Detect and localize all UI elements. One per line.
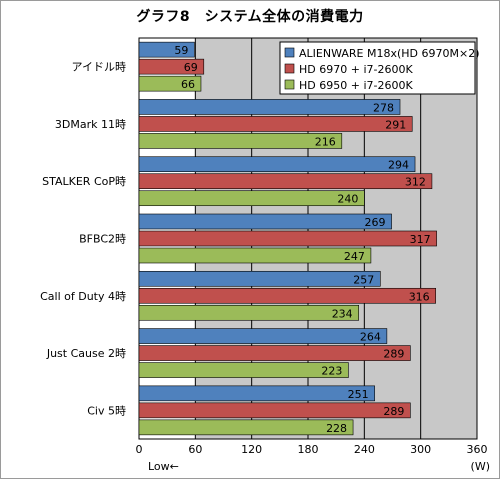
bar-value-label: 234 [332, 307, 353, 320]
bar-4-1 [138, 287, 436, 304]
legend-label: HD 6970 + i7-2600K [299, 63, 413, 76]
category-label: Civ 5時 [87, 404, 126, 417]
bar-value-label: 269 [365, 216, 386, 229]
bar-2-0 [138, 156, 416, 173]
bar-value-label: 317 [410, 233, 431, 246]
x-tick-label: 360 [467, 443, 488, 456]
bar-value-label: 240 [337, 193, 358, 206]
bar-5-0 [138, 328, 388, 344]
bar-4-2 [138, 304, 359, 321]
bar-value-label: 289 [383, 405, 404, 418]
x-tick-label: 120 [241, 443, 262, 456]
chart-title: グラフ8 システム全体の消費電力 [136, 9, 364, 25]
category-label: 3DMark 11時 [55, 118, 126, 131]
bar-value-label: 312 [405, 176, 426, 189]
bar-value-label: 66 [181, 78, 195, 91]
category-label: STALKER CoP時 [42, 175, 126, 188]
category-label: Call of Duty 4時 [40, 290, 126, 303]
legend-swatch-0 [284, 47, 295, 58]
bar-6-0 [138, 385, 375, 402]
bar-value-label: 69 [184, 61, 198, 74]
x-tick-label: 240 [354, 443, 375, 456]
bar-value-label: 257 [353, 273, 374, 286]
bar-4-0 [138, 270, 381, 287]
x-tick-label: 0 [136, 443, 143, 456]
x-tick-label: 60 [188, 443, 202, 456]
x-tick-label: 300 [410, 443, 431, 456]
bar-1-0 [138, 99, 401, 115]
bar-3-1 [138, 230, 437, 247]
bar-value-label: 294 [388, 159, 409, 172]
bar-3-2 [138, 247, 372, 264]
bar-value-label: 251 [348, 388, 369, 401]
bar-1-1 [138, 116, 413, 132]
bar-6-2 [138, 419, 354, 436]
bar-3-0 [138, 213, 392, 230]
legend-label: ALIENWARE M18x(HD 6970M×2) [299, 47, 480, 60]
category-label: Just Cause 2時 [46, 347, 126, 360]
x-direction-label: Low← [148, 460, 179, 473]
bar-5-1 [138, 345, 411, 361]
legend-swatch-2 [284, 79, 295, 90]
bar-2-1 [138, 173, 433, 190]
x-tick-label: 180 [298, 443, 319, 456]
bar-value-label: 228 [326, 422, 347, 435]
legend-label: HD 6950 + i7-2600K [299, 79, 413, 92]
bar-6-1 [138, 402, 411, 419]
bar-value-label: 289 [383, 348, 404, 361]
bar-1-2 [138, 133, 343, 149]
bar-2-2 [138, 190, 365, 207]
bar-value-label: 247 [344, 250, 365, 263]
bar-value-label: 59 [174, 44, 188, 57]
legend-swatch-1 [284, 63, 295, 74]
bar-value-label: 223 [321, 365, 342, 378]
bar-0-1 [138, 58, 205, 75]
bar-value-label: 216 [315, 135, 336, 148]
x-unit-label: (W) [471, 460, 490, 473]
category-label: BFBC2時 [79, 233, 126, 246]
legend-box [279, 41, 476, 95]
bar-0-0 [138, 41, 195, 58]
bar-value-label: 264 [360, 331, 381, 344]
category-label: アイドル時 [72, 61, 126, 74]
bar-value-label: 291 [385, 118, 406, 131]
bar-0-2 [138, 75, 202, 92]
bar-value-label: 278 [373, 101, 394, 114]
bar-value-label: 316 [409, 290, 430, 303]
bar-5-2 [138, 362, 349, 378]
